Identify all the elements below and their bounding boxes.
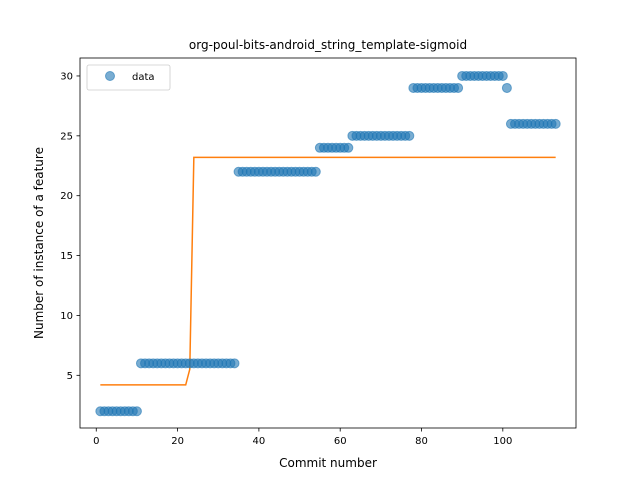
data-point bbox=[497, 70, 508, 81]
data-point bbox=[404, 130, 415, 141]
x-tick-label: 80 bbox=[415, 436, 428, 447]
x-tick-label: 0 bbox=[93, 436, 99, 447]
y-tick-label: 10 bbox=[60, 311, 73, 322]
y-tick-label: 5 bbox=[67, 371, 73, 382]
data-point bbox=[131, 406, 142, 417]
legend-marker-data bbox=[105, 71, 115, 81]
plot-frame bbox=[79, 57, 577, 429]
x-tick-label: 40 bbox=[253, 436, 266, 447]
x-tick-label: 20 bbox=[171, 436, 184, 447]
legend-label-data: data bbox=[132, 72, 155, 83]
chart-title: org-poul-bits-android_string_template-si… bbox=[189, 38, 467, 52]
data-point bbox=[310, 166, 321, 177]
data-point bbox=[343, 142, 354, 153]
y-tick-label: 20 bbox=[60, 191, 73, 202]
data-point bbox=[550, 118, 561, 129]
x-axis: 0 20 40 60 80 100 bbox=[93, 428, 512, 447]
legend: data bbox=[86, 64, 171, 91]
y-tick-label: 25 bbox=[60, 131, 73, 142]
data-point bbox=[453, 82, 464, 93]
x-tick-label: 60 bbox=[334, 436, 347, 447]
y-tick-label: 30 bbox=[60, 71, 73, 82]
y-tick-label: 15 bbox=[60, 251, 73, 262]
fit-line-series bbox=[100, 156, 556, 386]
y-axis-label: Number of instance of a feature bbox=[32, 147, 46, 339]
x-tick-label: 100 bbox=[493, 436, 512, 447]
fit-line bbox=[100, 156, 556, 386]
x-axis-label: Commit number bbox=[279, 456, 377, 470]
legend-box bbox=[86, 64, 171, 91]
data-point bbox=[229, 358, 240, 369]
data-series bbox=[95, 70, 561, 417]
y-axis: 5 10 15 20 25 30 bbox=[60, 71, 80, 382]
data-point bbox=[501, 82, 512, 93]
